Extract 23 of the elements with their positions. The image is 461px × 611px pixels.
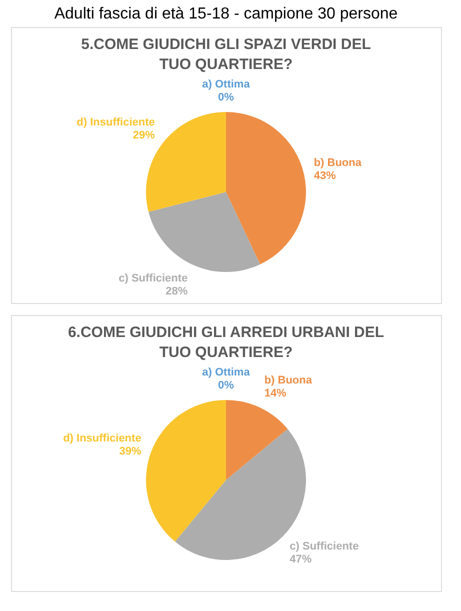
text: 0% [218, 380, 234, 392]
text: Adulti fascia di età 15-18 - campione 30 persone [54, 6, 398, 22]
pie-slice [146, 400, 226, 542]
chart-title: 6.COME GIUDICHI GLI ARREDI URBANI DEL TUO QUARTIERE? [68, 324, 384, 361]
pie-slice [226, 112, 306, 264]
data-label: 47% [290, 553, 312, 566]
slice-label: b) Buona [314, 157, 362, 170]
slice-label: d) Insufficiente [63, 432, 142, 445]
text: 0% [218, 92, 234, 104]
chart-title: 5.COME GIUDICHI GLI SPAZI VERDI DEL TUO QUARTIERE? [81, 36, 371, 73]
data-label: 39% [119, 446, 142, 458]
category-label: a) Ottima [202, 78, 250, 90]
pie-slice [148, 192, 260, 272]
data-label: 43% [314, 170, 336, 182]
category-label: a) Ottima [202, 366, 250, 378]
slice-label: d) Insufficiente [76, 116, 155, 128]
data-label: 29% [132, 129, 156, 142]
slice-label: c) Sufficiente [118, 272, 188, 285]
data-label: 14% [264, 387, 287, 400]
pie-slice [226, 400, 288, 480]
data-label: 28% [166, 286, 188, 298]
slice-label: b) Buona [264, 374, 313, 386]
slice-label: c) Sufficiente [290, 540, 359, 552]
